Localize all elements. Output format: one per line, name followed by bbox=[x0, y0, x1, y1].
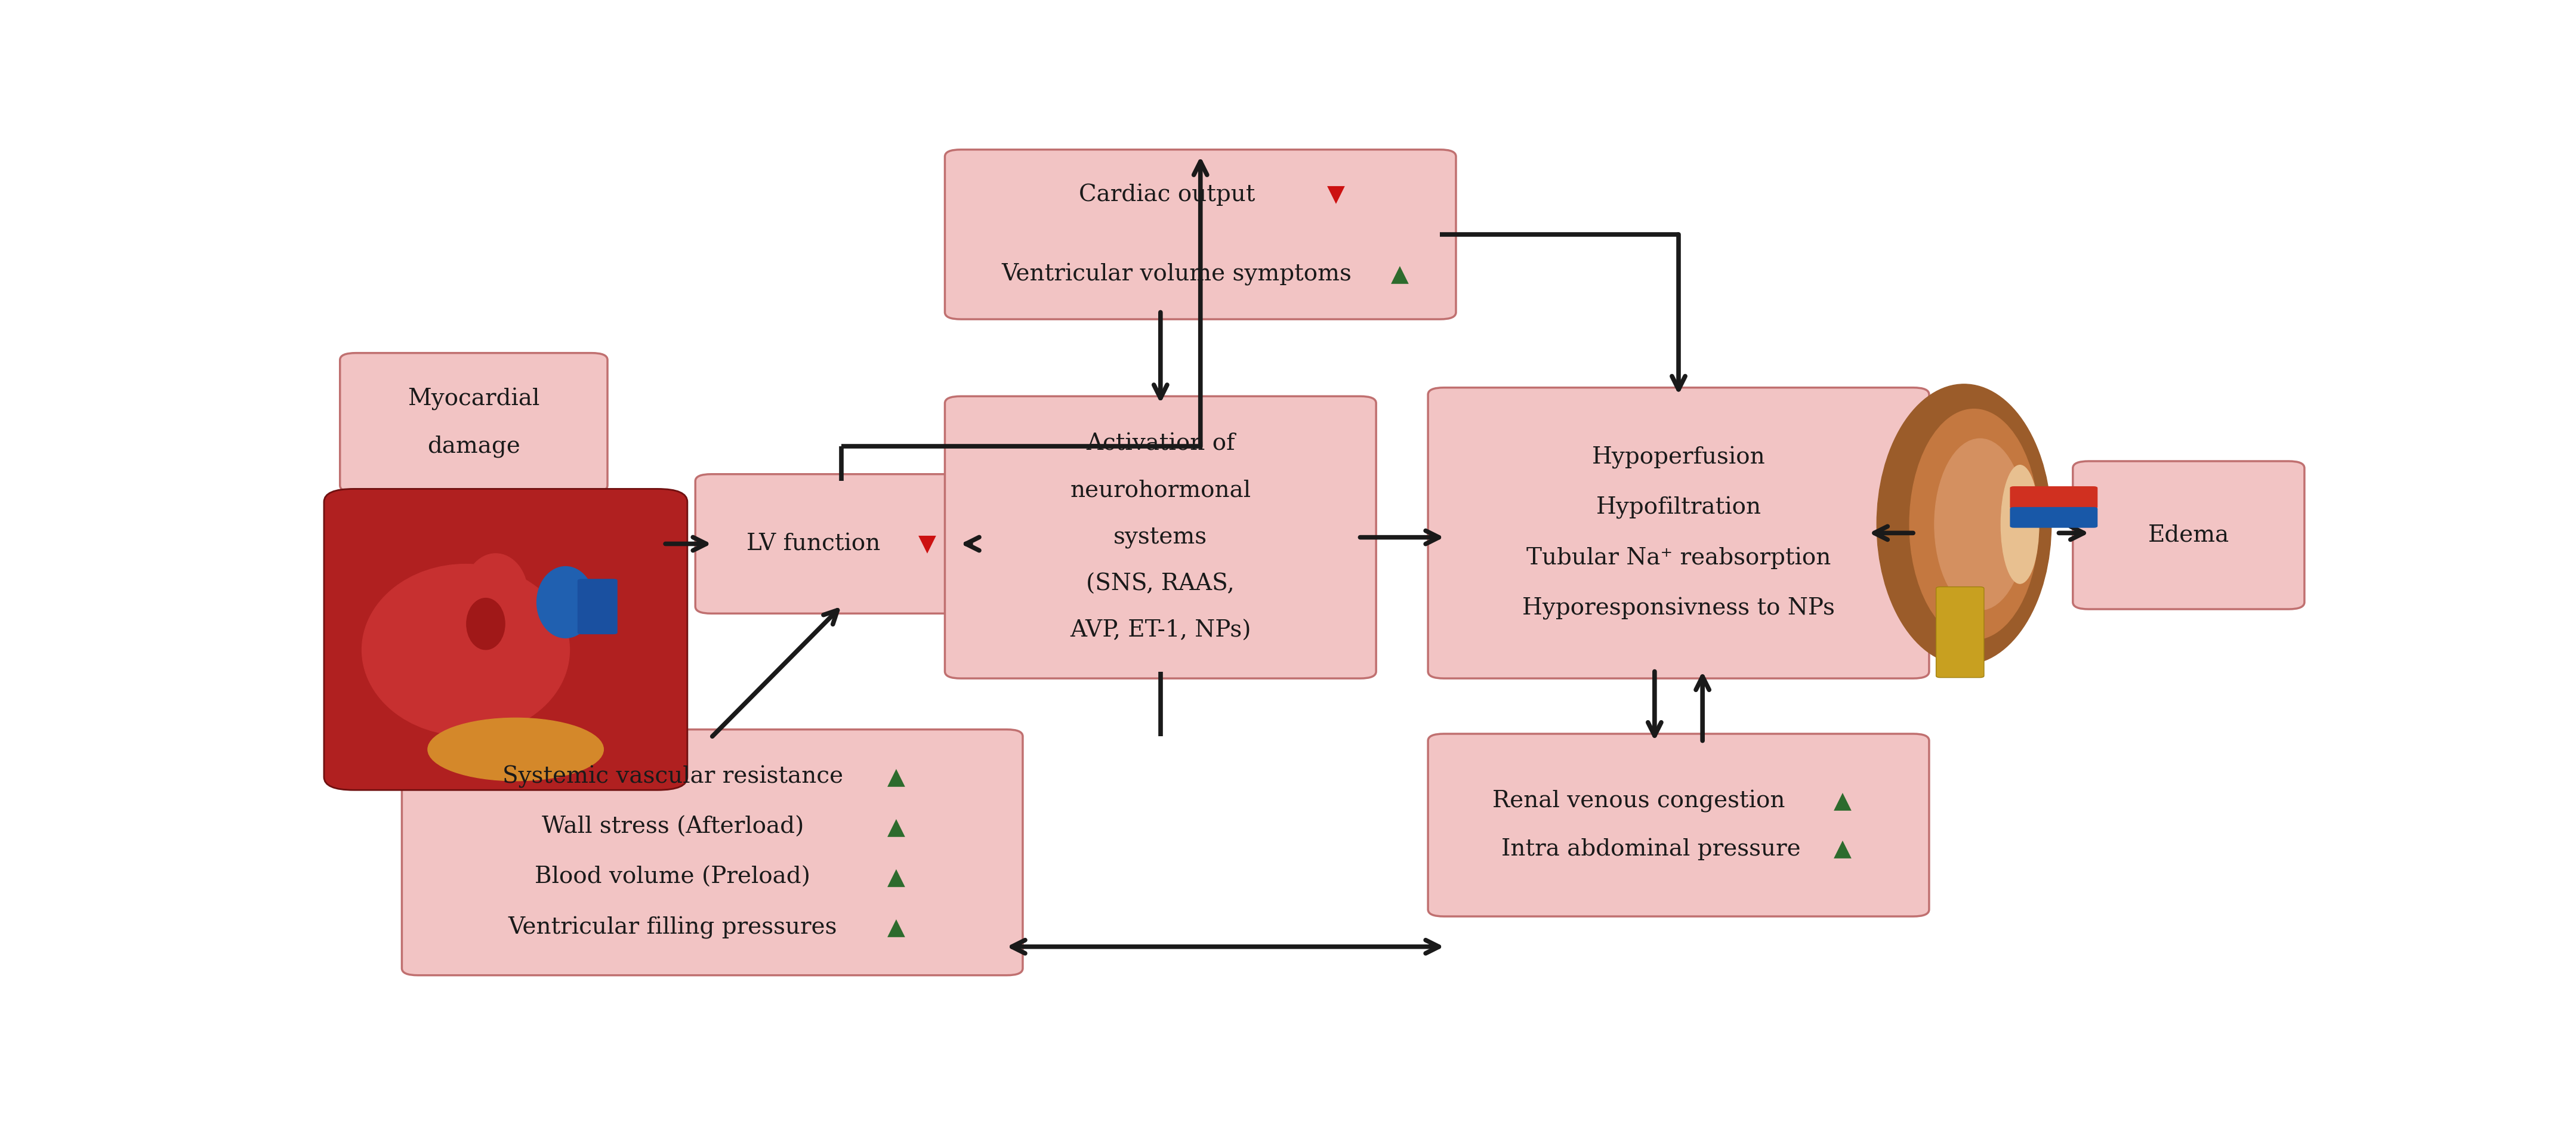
Text: Blood volume (Preload): Blood volume (Preload) bbox=[536, 867, 819, 888]
Ellipse shape bbox=[428, 718, 603, 781]
Text: ▼: ▼ bbox=[917, 533, 935, 555]
Text: ▲: ▲ bbox=[886, 816, 904, 839]
FancyBboxPatch shape bbox=[1427, 734, 1929, 916]
Ellipse shape bbox=[2002, 465, 2040, 583]
FancyBboxPatch shape bbox=[1937, 587, 1984, 678]
Text: ▲: ▲ bbox=[886, 867, 904, 888]
FancyBboxPatch shape bbox=[2074, 461, 2306, 609]
Text: Hypofiltration: Hypofiltration bbox=[1597, 497, 1762, 519]
Text: ▼: ▼ bbox=[1327, 183, 1345, 206]
Text: ▲: ▲ bbox=[1391, 263, 1409, 285]
FancyBboxPatch shape bbox=[340, 353, 608, 492]
FancyBboxPatch shape bbox=[325, 489, 688, 790]
Text: Hyporesponsivness to NPs: Hyporesponsivness to NPs bbox=[1522, 597, 1834, 619]
FancyBboxPatch shape bbox=[945, 397, 1376, 679]
Ellipse shape bbox=[1909, 409, 2038, 640]
FancyBboxPatch shape bbox=[696, 474, 987, 614]
Text: (SNS, RAAS,: (SNS, RAAS, bbox=[1087, 573, 1234, 595]
FancyBboxPatch shape bbox=[577, 579, 618, 634]
Ellipse shape bbox=[1935, 438, 2025, 610]
Text: Edema: Edema bbox=[2148, 524, 2228, 546]
FancyBboxPatch shape bbox=[2009, 507, 2097, 528]
Ellipse shape bbox=[536, 566, 595, 638]
Text: systems: systems bbox=[1113, 526, 1208, 549]
Text: ▲: ▲ bbox=[886, 767, 904, 788]
Ellipse shape bbox=[466, 598, 505, 650]
Text: Systemic vascular resistance: Systemic vascular resistance bbox=[502, 765, 850, 788]
FancyBboxPatch shape bbox=[945, 149, 1455, 319]
Text: damage: damage bbox=[428, 435, 520, 457]
Text: LV function: LV function bbox=[747, 533, 889, 555]
Text: Wall stress (Afterload): Wall stress (Afterload) bbox=[541, 816, 811, 839]
FancyBboxPatch shape bbox=[2009, 487, 2097, 509]
FancyBboxPatch shape bbox=[402, 729, 1023, 976]
Text: Activation of: Activation of bbox=[1087, 433, 1234, 455]
Text: Renal venous congestion: Renal venous congestion bbox=[1492, 790, 1793, 813]
Text: Intra abdominal pressure: Intra abdominal pressure bbox=[1502, 837, 1808, 860]
Text: Ventricular filling pressures: Ventricular filling pressures bbox=[507, 916, 845, 939]
Text: Ventricular volume symptoms: Ventricular volume symptoms bbox=[1002, 263, 1360, 285]
Text: Myocardial: Myocardial bbox=[407, 388, 541, 410]
Text: ▲: ▲ bbox=[886, 917, 904, 939]
Text: neurohormonal: neurohormonal bbox=[1069, 480, 1252, 501]
Text: ▲: ▲ bbox=[1834, 790, 1852, 813]
Ellipse shape bbox=[1878, 384, 2050, 664]
Text: Hypoperfusion: Hypoperfusion bbox=[1592, 446, 1765, 469]
Text: Tubular Na⁺ reabsorption: Tubular Na⁺ reabsorption bbox=[1528, 547, 1832, 569]
Text: ▲: ▲ bbox=[1834, 837, 1852, 860]
FancyBboxPatch shape bbox=[1427, 388, 1929, 679]
Ellipse shape bbox=[361, 564, 569, 735]
Text: AVP, ET-1, NPs): AVP, ET-1, NPs) bbox=[1069, 619, 1252, 642]
Text: Cardiac output: Cardiac output bbox=[1079, 183, 1262, 206]
Ellipse shape bbox=[464, 554, 528, 634]
